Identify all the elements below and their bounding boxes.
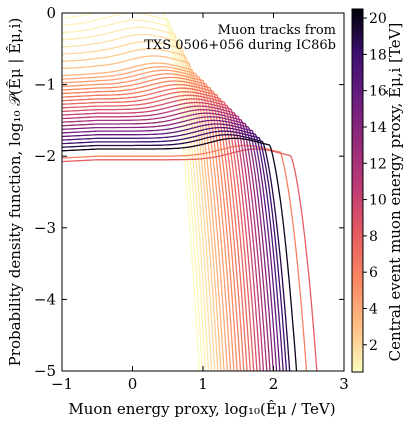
- x-axis-label: Muon energy proxy, log₁₀(Êμ / TeV): [68, 400, 335, 418]
- pdf-curve: [62, 19, 207, 371]
- pdf-curve: [62, 73, 235, 371]
- x-tick-label: 3: [339, 375, 349, 393]
- colorbar-tick-label: 12: [369, 156, 387, 172]
- pdf-curve: [62, 83, 245, 371]
- colorbar-tick-label: 8: [369, 229, 378, 245]
- x-axis-ticks: −1 0 1 2 3: [51, 13, 349, 393]
- pdf-curve: [62, 105, 265, 371]
- y-tick-label: 0: [46, 4, 56, 22]
- x-tick-label: 1: [198, 375, 208, 393]
- pdf-curve: [62, 101, 261, 371]
- pdf-curve: [62, 98, 258, 371]
- y-tick-label: −4: [34, 290, 56, 308]
- x-tick-label: −1: [51, 375, 73, 393]
- pdf-curve: [62, 109, 268, 371]
- pdf-curve: [62, 112, 271, 371]
- pdf-curve: [62, 26, 210, 371]
- colorbar-tick-label: 16: [369, 84, 387, 100]
- pdf-curve: [62, 137, 298, 371]
- y-axis-ticks: −5 −4 −3 −2 −1 0: [34, 4, 344, 380]
- y-tick-label: −5: [34, 362, 56, 380]
- annotation-line-2: TXS 0506+056 during IC86b: [144, 38, 336, 53]
- annotation-line-1: Muon tracks from: [218, 23, 336, 38]
- colorbar: [351, 8, 364, 373]
- y-axis-label: Probability density function, log₁₀ 𝒫(Êμ…: [6, 18, 24, 367]
- pdf-curve: [62, 40, 216, 371]
- pdf-curve: [62, 144, 308, 371]
- pdf-curve: [62, 48, 219, 371]
- colorbar-ticks: 2 4 6 8 10 12 14 16 18 20: [363, 11, 387, 354]
- colorbar-label: Central event muon energy proxy, Êμ,i [T…: [386, 23, 404, 362]
- colorbar-tick-label: 10: [369, 193, 387, 209]
- pdf-curve: [62, 134, 291, 371]
- pdf-curves: [62, 13, 318, 371]
- pdf-curve: [62, 62, 225, 371]
- colorbar-tick-label: 4: [369, 301, 378, 317]
- pdf-curve: [62, 126, 284, 371]
- y-tick-label: −2: [34, 147, 56, 165]
- pdf-curve: [62, 130, 288, 371]
- y-tick-label: −1: [34, 76, 56, 94]
- pdf-curve: [62, 55, 222, 371]
- pdf-curve: [62, 94, 255, 371]
- pdf-curve: [62, 87, 248, 371]
- pdf-curve: [62, 33, 213, 371]
- pdf-curve: [62, 123, 281, 371]
- pdf-curve: [62, 148, 318, 371]
- x-tick-label: 0: [128, 375, 138, 393]
- x-tick-label: 2: [269, 375, 279, 393]
- y-tick-label: −3: [34, 219, 56, 237]
- colorbar-tick-label: 2: [369, 338, 378, 354]
- pdf-curve: [62, 119, 278, 371]
- pdf-curve: [62, 13, 204, 371]
- colorbar-tick-label: 6: [369, 265, 378, 281]
- pdf-curve: [62, 91, 251, 371]
- pdf-curve: [62, 76, 238, 371]
- colorbar-tick-label: 14: [369, 120, 387, 136]
- pdf-curve: [62, 116, 274, 371]
- pdf-curve: [62, 80, 242, 371]
- colorbar-tick-label: 20: [369, 11, 387, 27]
- colorbar-tick-label: 18: [369, 47, 387, 63]
